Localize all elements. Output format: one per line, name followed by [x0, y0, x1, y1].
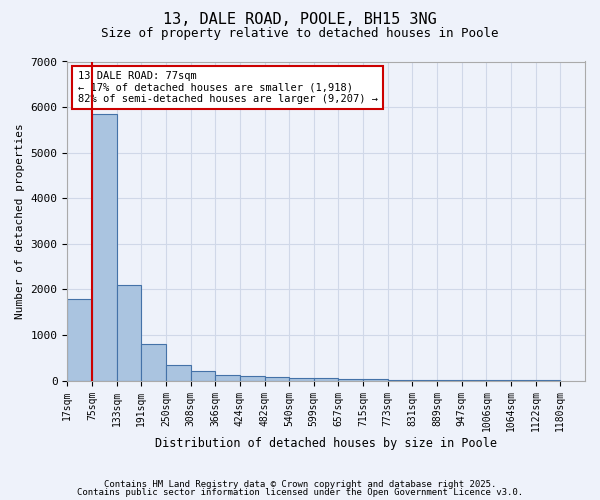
- Text: 13 DALE ROAD: 77sqm
← 17% of detached houses are smaller (1,918)
82% of semi-det: 13 DALE ROAD: 77sqm ← 17% of detached ho…: [77, 71, 377, 104]
- Bar: [289, 378, 314, 380]
- Bar: [265, 377, 289, 380]
- Text: Size of property relative to detached houses in Poole: Size of property relative to detached ho…: [101, 28, 499, 40]
- Bar: [141, 344, 166, 381]
- Bar: [215, 374, 240, 380]
- Text: Contains public sector information licensed under the Open Government Licence v3: Contains public sector information licen…: [77, 488, 523, 497]
- Bar: [363, 379, 388, 380]
- Bar: [338, 379, 363, 380]
- Y-axis label: Number of detached properties: Number of detached properties: [15, 123, 25, 319]
- Bar: [116, 285, 141, 380]
- Bar: [92, 114, 116, 380]
- Bar: [240, 376, 265, 380]
- X-axis label: Distribution of detached houses by size in Poole: Distribution of detached houses by size …: [155, 437, 497, 450]
- Bar: [314, 378, 338, 380]
- Bar: [191, 372, 215, 380]
- Bar: [67, 298, 92, 380]
- Text: Contains HM Land Registry data © Crown copyright and database right 2025.: Contains HM Land Registry data © Crown c…: [104, 480, 496, 489]
- Text: 13, DALE ROAD, POOLE, BH15 3NG: 13, DALE ROAD, POOLE, BH15 3NG: [163, 12, 437, 28]
- Bar: [166, 364, 191, 380]
